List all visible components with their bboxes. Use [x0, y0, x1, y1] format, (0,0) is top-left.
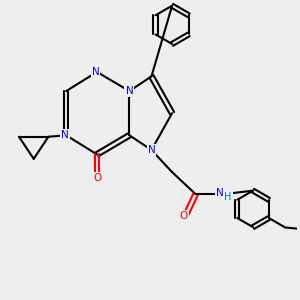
Text: N: N	[148, 145, 155, 155]
Text: N: N	[216, 188, 224, 198]
Text: N: N	[92, 67, 99, 77]
Text: O: O	[180, 211, 188, 221]
Text: N: N	[61, 130, 68, 140]
Text: O: O	[93, 173, 101, 183]
Text: N: N	[125, 86, 133, 96]
Text: H: H	[224, 192, 232, 202]
